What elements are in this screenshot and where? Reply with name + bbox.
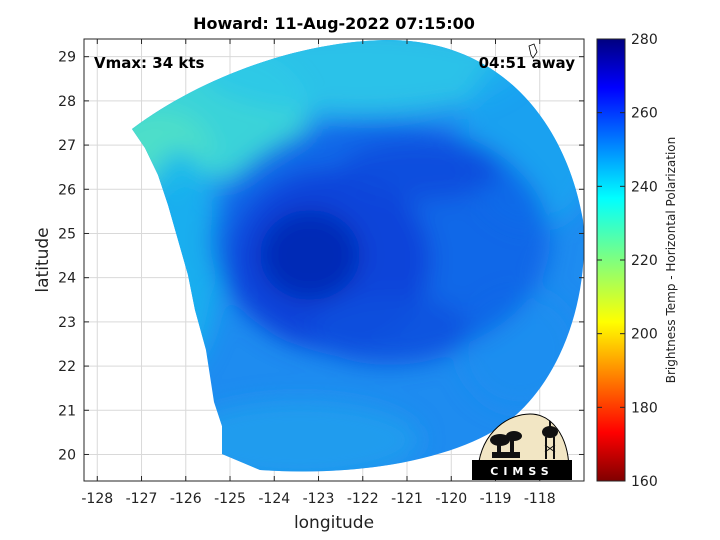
x-tick-label: -126 <box>170 491 202 507</box>
colorbar-tick-label: 240 <box>631 179 658 195</box>
cimss-logo: CIMSS <box>472 413 572 480</box>
logo-text: CIMSS <box>490 465 553 478</box>
y-tick-label: 25 <box>58 226 76 242</box>
colorbar-tick-label: 160 <box>631 474 658 490</box>
y-tick-label: 29 <box>58 50 76 66</box>
colorbar: 160 180 200 220 240 260 280 Brightness Temp - … <box>596 32 678 490</box>
x-tick-label: -122 <box>347 491 379 507</box>
logo-dish-icon <box>490 431 522 458</box>
colorbar-tick-label: 260 <box>631 106 658 122</box>
x-tick-label: -121 <box>391 491 423 507</box>
y-tick-label: 24 <box>58 271 76 287</box>
logo-tower-icon <box>542 421 558 459</box>
x-tick-label: -127 <box>126 491 158 507</box>
y-tick-label: 21 <box>58 403 76 419</box>
x-tick-label: -128 <box>81 491 113 507</box>
axes-box <box>83 38 585 482</box>
x-tick-label: -118 <box>524 491 556 507</box>
chart-title: Howard: 11-Aug-2022 07:15:00 <box>193 14 475 33</box>
colorbar-ticks: 160 180 200 220 240 260 280 <box>597 32 658 490</box>
y-axis-label: latitude <box>33 227 53 292</box>
colorbar-tick-label: 220 <box>631 253 658 269</box>
y-tick-label: 27 <box>58 138 76 154</box>
y-axis: 20 21 22 23 24 25 26 27 28 29 <box>58 50 584 463</box>
y-tick-label: 26 <box>58 182 76 198</box>
x-axis-label: longitude <box>294 513 374 533</box>
time-offset-annotation: 04:51 away <box>479 54 576 72</box>
satellite-marker-icon <box>528 43 538 59</box>
x-tick-label: -125 <box>214 491 246 507</box>
colorbar-tick-label: 280 <box>631 32 658 48</box>
colorbar-label: Brightness Temp - Horizontal Polarizatio… <box>664 137 678 384</box>
y-tick-label: 28 <box>58 94 76 110</box>
x-axis: -128 -127 -126 -125 -124 -123 -122 -121 -120 -119… <box>81 39 556 507</box>
x-tick-label: -124 <box>258 491 290 507</box>
y-tick-label: 22 <box>58 359 76 375</box>
x-tick-label: -123 <box>303 491 335 507</box>
y-tick-label: 20 <box>58 447 76 463</box>
y-tick-label: 23 <box>58 315 76 331</box>
colorbar-tick-label: 200 <box>631 327 658 343</box>
x-tick-label: -120 <box>435 491 467 507</box>
vmax-annotation: Vmax: 34 kts <box>94 54 204 72</box>
colorbar-tick-label: 180 <box>631 400 658 416</box>
x-tick-label: -119 <box>480 491 512 507</box>
